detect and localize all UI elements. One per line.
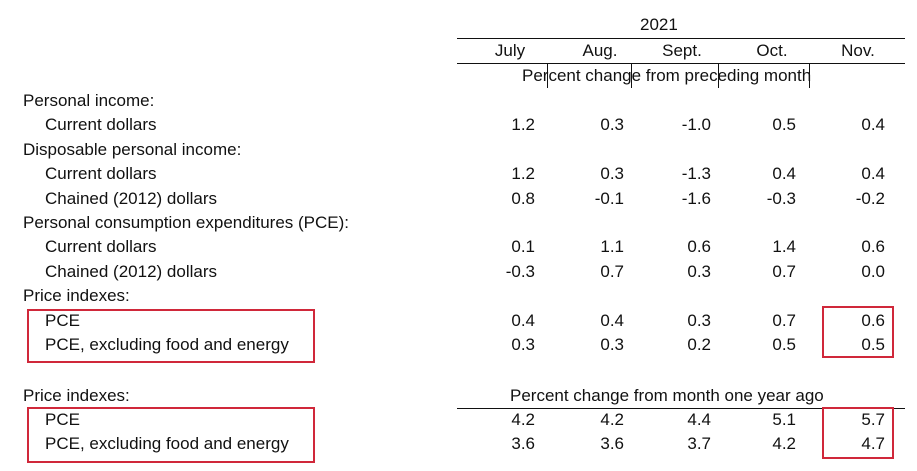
highlight-box-values-top: [822, 306, 894, 358]
row-label: Current dollars: [45, 237, 157, 257]
row-label: PCE: [45, 410, 80, 429]
cell-value: 3.6: [600, 434, 624, 453]
cell-value: 0.3: [687, 310, 711, 330]
col-header-july: July: [494, 41, 526, 60]
cell-value: 0.4: [600, 310, 624, 330]
cell-value: -0.3: [766, 188, 796, 208]
section-label: Disposable personal income:: [23, 139, 242, 159]
row-label: PCE, excluding food and energy: [45, 434, 289, 453]
cell-value: 0.5: [772, 115, 796, 135]
section-label: Personal consumption expenditures (PCE):: [23, 213, 349, 232]
cell-value: 1.4: [772, 237, 796, 257]
col-header-aug: Aug.: [582, 41, 618, 60]
cell-value: 0.3: [600, 115, 624, 135]
month-rule: [457, 63, 905, 64]
cell-value: 0.4: [772, 164, 796, 184]
cell-value: 0.5: [772, 335, 796, 354]
cell-value: -1.6: [681, 188, 711, 208]
cell-value: 0.1: [511, 237, 535, 257]
cell-value: 0.6: [861, 310, 885, 330]
cell-value: 3.7: [687, 434, 711, 453]
highlight-box-labels-bottom: [27, 407, 315, 463]
section-label: Price indexes:: [23, 286, 130, 306]
cell-value: 1.2: [511, 164, 535, 184]
section1-header: Percent change from preceding month: [522, 66, 812, 85]
cell-value: 4.2: [772, 434, 796, 453]
highlight-box-labels-top: [27, 309, 315, 363]
cell-value: 0.0: [861, 261, 885, 281]
cell-value: -0.1: [594, 188, 624, 208]
cell-value: 0.7: [600, 261, 624, 281]
row-label: PCE, excluding food and energy: [45, 335, 289, 354]
cell-value: 4.7: [861, 434, 885, 453]
cell-value: 0.4: [511, 310, 535, 330]
cell-value: -1.3: [681, 164, 711, 184]
cell-value: 0.6: [861, 237, 885, 257]
cell-value: 0.4: [861, 115, 885, 135]
row-label: Chained (2012) dollars: [45, 261, 217, 281]
cell-value: -0.2: [855, 188, 885, 208]
cell-value: 3.6: [511, 434, 535, 453]
cell-value: 0.7: [772, 261, 796, 281]
cell-value: 0.3: [511, 335, 535, 354]
section2-header: Percent change from month one year ago: [510, 386, 824, 405]
cell-value: 0.3: [600, 335, 624, 354]
cell-value: 0.3: [600, 164, 624, 184]
highlight-box-values-bottom: [822, 407, 894, 459]
cell-value: 5.1: [772, 410, 796, 429]
cell-value: 1.2: [511, 115, 535, 135]
cell-value: 4.2: [511, 410, 535, 429]
row-label: Chained (2012) dollars: [45, 188, 217, 208]
year-rule: [457, 38, 905, 39]
cell-value: 0.5: [861, 335, 885, 354]
cell-value: -1.0: [681, 115, 711, 135]
row-label: Current dollars: [45, 115, 157, 135]
col-header-nov: Nov.: [841, 41, 875, 60]
section-label: Personal income:: [23, 91, 155, 110]
cell-value: 0.6: [687, 237, 711, 257]
section-label: Price indexes:: [23, 386, 130, 405]
cell-value: 0.2: [687, 335, 711, 354]
section2-rule: [457, 408, 905, 409]
cell-value: 0.8: [511, 188, 535, 208]
row-label: PCE: [45, 310, 80, 330]
col-header-sept: Sept.: [662, 41, 702, 60]
cell-value: 5.7: [861, 410, 885, 429]
col-header-oct: Oct.: [756, 41, 788, 60]
cell-value: 1.1: [600, 237, 624, 257]
cell-value: 0.4: [861, 164, 885, 184]
cell-value: 4.2: [600, 410, 624, 429]
row-label: Current dollars: [45, 164, 157, 184]
year-header: 2021: [640, 15, 678, 34]
cell-value: 4.4: [687, 410, 711, 429]
cell-value: 0.7: [772, 310, 796, 330]
cell-value: 0.3: [687, 261, 711, 281]
cell-value: -0.3: [505, 261, 535, 281]
